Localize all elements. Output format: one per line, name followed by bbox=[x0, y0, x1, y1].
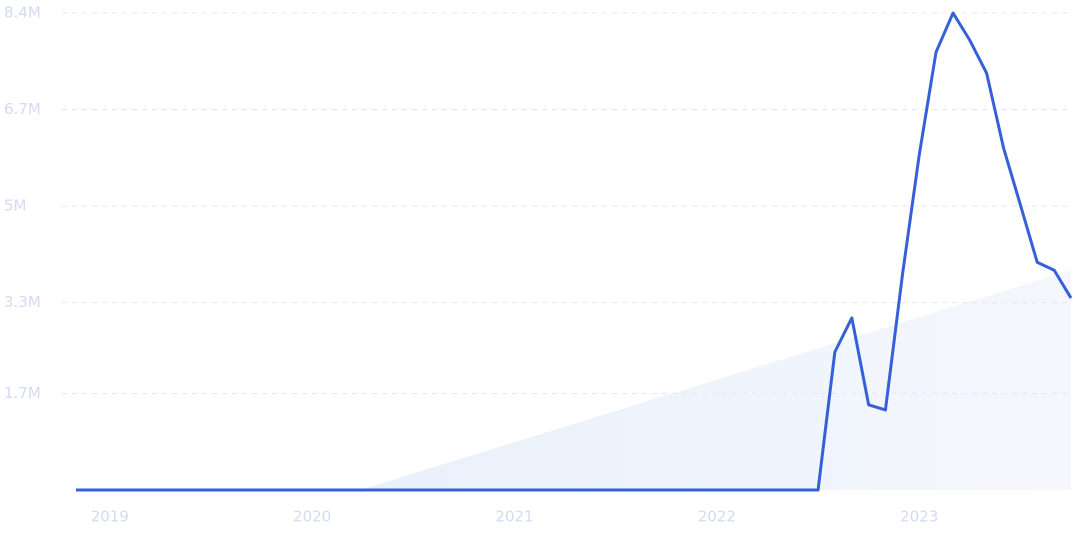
x-tick-label: 2021 bbox=[495, 508, 533, 526]
y-tick-label: 1.7M bbox=[4, 384, 41, 402]
y-tick-label: 3.3M bbox=[4, 293, 41, 311]
x-tick-label: 2020 bbox=[293, 508, 331, 526]
trend-line bbox=[76, 11, 1073, 492]
y-tick-label: 6.7M bbox=[4, 100, 41, 118]
x-tick-label: 2023 bbox=[900, 508, 938, 526]
y-tick-label: 8.4M bbox=[4, 4, 41, 22]
trend-shade bbox=[360, 270, 1071, 490]
y-tick-label: 5M bbox=[4, 197, 27, 215]
x-tick-label: 2019 bbox=[91, 508, 129, 526]
x-tick-label: 2022 bbox=[698, 508, 736, 526]
